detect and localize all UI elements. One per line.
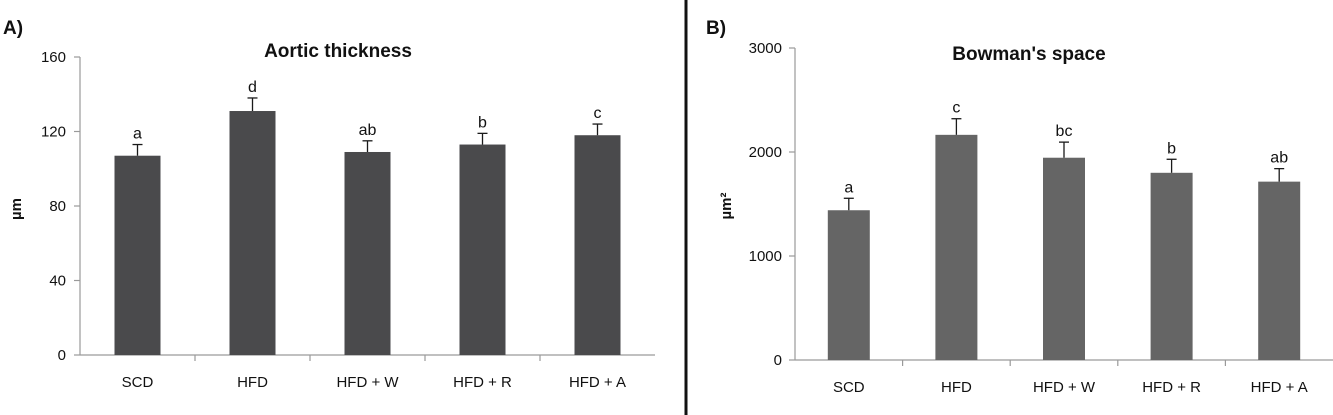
panel-a-significance-label: ab — [359, 122, 377, 139]
panel-b-category-label: HFD — [941, 379, 972, 396]
panel-b-category-label: SCD — [833, 379, 865, 396]
panel-a-significance-label: d — [248, 79, 257, 96]
panel-b-bar — [935, 134, 978, 360]
panel-a-significance-label: b — [478, 114, 487, 131]
panel-a-significance-label: a — [133, 126, 142, 143]
panel-b-significance-label: c — [952, 100, 960, 117]
panel-b-significance-label: bc — [1056, 123, 1073, 140]
panel-b-category-label: HFD + A — [1251, 379, 1308, 396]
panel-a: A) Aortic thickness µm 0 40 80 120 160 a SCD d H… — [3, 18, 655, 391]
panel-a-category-label: SCD — [122, 374, 154, 391]
panel-b-bar — [1150, 172, 1193, 360]
panel-a-bar — [574, 135, 621, 355]
panel-a-y-tick-label: 160 — [41, 49, 66, 66]
panel-b-title: Bowman's space — [952, 44, 1105, 65]
panel-a-bar — [344, 151, 391, 355]
panel-b-bar — [1258, 181, 1301, 360]
panel-b-significance-label: a — [844, 179, 853, 196]
panel-a-bar — [229, 111, 276, 355]
panel-b-letter: B) — [706, 18, 726, 39]
panel-a-significance-label: c — [594, 105, 602, 122]
panel-b-y-tick-label: 2000 — [749, 144, 782, 161]
panel-b-y-tick-label: 1000 — [749, 248, 782, 265]
panel-b-category-label: HFD + R — [1142, 379, 1201, 396]
panel-a-letter: A) — [3, 18, 23, 39]
panel-b-plot: 0 1000 2000 3000 a SCD c HFD bc HFD + W b HFD + R ab… — [749, 40, 1333, 396]
panel-a-category-label: HFD — [237, 374, 268, 391]
panel-b-y-axis-title: µm² — [718, 193, 735, 220]
panel-b-category-label: HFD + W — [1033, 379, 1096, 396]
panel-a-category-label: HFD + W — [336, 374, 399, 391]
panel-b-bar — [1043, 157, 1085, 360]
panel-a-y-tick-label: 80 — [49, 198, 66, 215]
panel-a-bar — [114, 155, 161, 355]
panel-b-y-tick-label: 3000 — [749, 40, 782, 57]
panel-b-significance-label: b — [1167, 140, 1176, 157]
panel-b-significance-label: ab — [1270, 150, 1288, 167]
panel-a-y-tick-label: 40 — [49, 273, 66, 290]
panel-b-bar — [827, 210, 870, 360]
panel-b: B) Bowman's space µm² 0 1000 2000 3000 a SCD c… — [706, 18, 1333, 396]
panel-a-y-tick-label: 0 — [58, 347, 66, 364]
panel-a-category-label: HFD + A — [569, 374, 626, 391]
panel-a-y-tick-label: 120 — [41, 124, 66, 141]
panel-a-plot: 0 40 80 120 160 a SCD d HFD ab HFD + W b HFD + R c HFD… — [41, 49, 655, 391]
panel-b-y-tick-label: 0 — [774, 352, 782, 369]
panel-a-title: Aortic thickness — [264, 41, 412, 62]
panel-a-category-label: HFD + R — [453, 374, 512, 391]
panel-a-bar — [459, 144, 506, 355]
panel-a-y-axis-title: µm — [8, 198, 25, 220]
